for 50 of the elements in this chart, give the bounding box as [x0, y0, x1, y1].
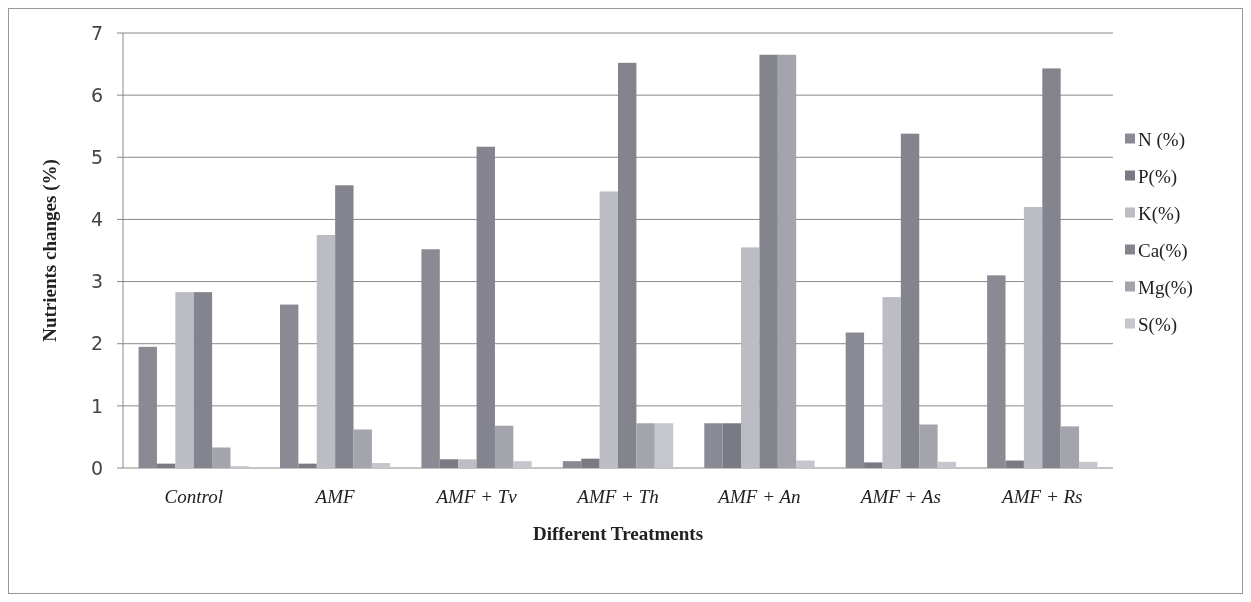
x-tick-label: AMF + An	[716, 486, 801, 507]
bar	[458, 459, 477, 468]
bar	[1005, 460, 1024, 468]
legend-label: K(%)	[1138, 203, 1181, 226]
bar	[722, 423, 742, 468]
y-tick-label: 2	[90, 332, 103, 355]
x-tick-label: AMF + As	[858, 486, 941, 507]
bar	[741, 247, 760, 468]
x-tick-label: AMF + Th	[575, 486, 659, 507]
bar	[439, 459, 459, 468]
bar	[212, 447, 231, 468]
bar	[796, 460, 815, 468]
bar	[599, 191, 618, 468]
bar	[636, 423, 655, 468]
y-axis-title: Nutrients changes (%)	[39, 159, 61, 342]
y-tick-label: 3	[90, 270, 103, 293]
bar	[371, 463, 391, 468]
bar	[581, 458, 600, 468]
bar	[654, 423, 674, 468]
bar	[156, 463, 176, 468]
legend-label: N (%)	[1138, 129, 1185, 152]
y-tick-label: 7	[90, 21, 103, 44]
bar	[298, 463, 317, 468]
bar	[919, 424, 938, 468]
x-tick-label: AMF + Tv	[434, 486, 518, 507]
legend-label: S(%)	[1138, 314, 1178, 337]
x-tick-label: AMF	[313, 486, 356, 507]
y-tick-label: 1	[90, 394, 103, 417]
bar	[513, 461, 532, 468]
bar	[494, 425, 514, 468]
y-tick-label: 5	[90, 145, 103, 168]
y-tick-label: 6	[90, 83, 103, 106]
x-tick-label: Control	[164, 486, 223, 507]
legend-label: P(%)	[1138, 166, 1178, 189]
bar	[777, 54, 797, 468]
y-tick-label: 4	[90, 208, 103, 231]
bar	[1060, 426, 1080, 468]
bar	[1079, 461, 1098, 468]
bar	[864, 462, 883, 468]
bar	[882, 297, 901, 468]
bar	[1023, 207, 1043, 468]
bar	[353, 429, 372, 468]
bar	[937, 461, 957, 468]
bar	[316, 234, 336, 468]
bar	[175, 292, 194, 468]
y-tick-label: 0	[90, 456, 103, 479]
x-axis-title: Different Treatments	[532, 523, 704, 544]
legend-label: Mg(%)	[1138, 277, 1193, 300]
legend-label: Ca(%)	[1138, 240, 1188, 263]
x-tick-label: AMF + Rs	[1000, 486, 1083, 507]
